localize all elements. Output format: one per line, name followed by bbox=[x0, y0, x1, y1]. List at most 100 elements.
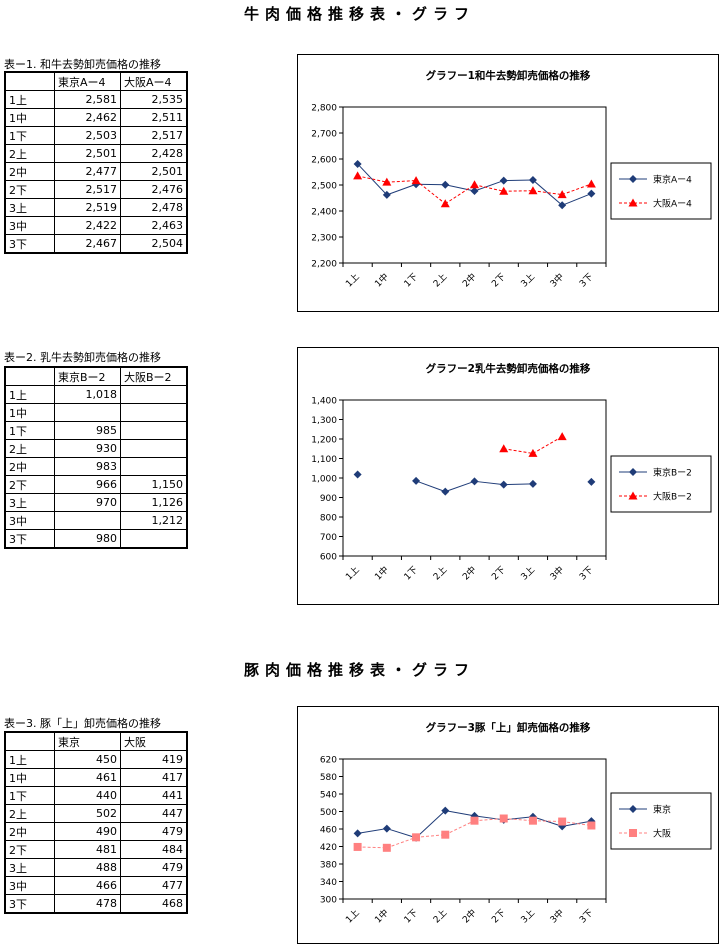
legend-label: 東京Aー4 bbox=[653, 174, 692, 186]
x-tick-label: 2上 bbox=[431, 564, 449, 582]
x-tick-label: 3上 bbox=[519, 271, 537, 289]
table-header-row: 東京Aー4 大阪Aー4 bbox=[4, 71, 188, 91]
data-point bbox=[528, 176, 537, 185]
y-tick-label: 300 bbox=[320, 896, 337, 906]
row-label: 2中 bbox=[4, 162, 55, 181]
x-tick-label: 1上 bbox=[344, 564, 362, 582]
table-row: 1中 2,462 2,511 bbox=[4, 108, 188, 127]
table-header-cell: 大阪Aー4 bbox=[120, 71, 188, 91]
table-cell bbox=[120, 421, 188, 440]
table-header-cell: 大阪 bbox=[120, 731, 188, 751]
data-point bbox=[499, 176, 508, 185]
chart-3: グラフー3豚「上」卸売価格の推移 300 340 380 420 460 500 540 580… bbox=[320, 721, 712, 926]
table-cell bbox=[54, 403, 121, 422]
table-cell: 440 bbox=[54, 786, 121, 805]
series-line-segment bbox=[386, 183, 417, 196]
table-row: 3下 478 468 bbox=[4, 894, 188, 914]
table-cell: 1,150 bbox=[120, 475, 188, 494]
series-line-segment bbox=[532, 436, 563, 454]
row-label: 2上 bbox=[4, 144, 55, 163]
row-label: 1上 bbox=[4, 90, 55, 109]
table-cell: 478 bbox=[54, 894, 121, 914]
table-cell: 441 bbox=[120, 786, 188, 805]
table-cell: 447 bbox=[120, 804, 188, 823]
x-tick-label: 2上 bbox=[431, 271, 449, 289]
table-row: 3上 970 1,126 bbox=[4, 493, 188, 512]
y-tick-label: 1,100 bbox=[311, 455, 337, 465]
data-point bbox=[586, 179, 596, 188]
table-row: 2上 2,501 2,428 bbox=[4, 144, 188, 163]
series-line-segment bbox=[445, 184, 475, 192]
table-cell: 466 bbox=[54, 876, 121, 895]
table-cell: 490 bbox=[54, 822, 121, 841]
row-label: 2中 bbox=[4, 457, 55, 476]
table-2: 東京Bー2 大阪Bー2 1上 1,018 1中 1下 985 2上 930 2中 983 2下 966 1… bbox=[4, 366, 188, 549]
table-cell: 481 bbox=[54, 840, 121, 859]
legend-marker bbox=[629, 175, 637, 183]
table-cell: 2,517 bbox=[54, 180, 121, 199]
table-cell bbox=[120, 529, 188, 549]
data-point bbox=[470, 180, 479, 189]
data-point bbox=[470, 186, 479, 195]
table-cell: 2,519 bbox=[54, 198, 121, 217]
table-cell: 2,501 bbox=[120, 162, 188, 181]
y-tick-label: 380 bbox=[320, 861, 337, 871]
beef-section-title: 牛肉価格推移表・グラフ bbox=[243, 5, 475, 23]
series-line-segment bbox=[386, 828, 417, 839]
table-cell: 2,581 bbox=[54, 90, 121, 109]
data-point bbox=[558, 817, 567, 826]
table-header-blank bbox=[4, 366, 55, 386]
chart-1-box: グラフー1和牛去勢卸売価格の推移 2,200 2,300 2,400 2,500 2,60… bbox=[297, 54, 719, 312]
table-row: 3上 2,519 2,478 bbox=[4, 198, 188, 217]
data-point bbox=[412, 833, 421, 842]
row-label: 1上 bbox=[4, 385, 55, 404]
data-point bbox=[528, 448, 538, 457]
table-cell bbox=[120, 457, 188, 476]
y-tick-label: 2,300 bbox=[311, 234, 337, 244]
table-row: 3中 466 477 bbox=[4, 876, 188, 895]
data-point bbox=[470, 816, 479, 825]
legend-marker bbox=[629, 468, 637, 476]
table-cell: 461 bbox=[54, 768, 121, 787]
y-tick-label: 900 bbox=[320, 494, 337, 504]
table-row: 3中 1,212 bbox=[4, 511, 188, 530]
series-line-segment bbox=[532, 179, 563, 206]
table-cell: 2,478 bbox=[120, 198, 188, 217]
data-point bbox=[353, 842, 362, 851]
table-row: 1上 1,018 bbox=[4, 385, 188, 404]
table-cell: 419 bbox=[120, 750, 188, 769]
data-point bbox=[440, 199, 450, 208]
legend-label: 東京Bー2 bbox=[653, 467, 692, 479]
row-label: 1中 bbox=[4, 108, 55, 127]
x-tick-label: 2下 bbox=[490, 272, 507, 289]
row-label: 3上 bbox=[4, 493, 55, 512]
row-label: 3上 bbox=[4, 858, 55, 877]
data-point bbox=[441, 180, 450, 189]
y-tick-label: 2,500 bbox=[311, 182, 337, 192]
series-line-segment bbox=[445, 184, 475, 205]
x-tick-label: 1中 bbox=[372, 564, 391, 583]
y-tick-label: 1,400 bbox=[311, 397, 337, 407]
table-row: 2上 502 447 bbox=[4, 804, 188, 823]
table-cell: 2,511 bbox=[120, 108, 188, 127]
x-tick-label: 1上 bbox=[344, 271, 362, 289]
series-line-segment bbox=[415, 480, 446, 493]
series-line-segment bbox=[474, 180, 504, 192]
chart-2-box: グラフー2乳牛去勢卸売価格の推移 600 700 800 900 1,000 1,100 1,… bbox=[297, 347, 719, 605]
y-tick-label: 2,600 bbox=[311, 156, 337, 166]
table-cell: 2,501 bbox=[54, 144, 121, 163]
y-tick-label: 2,400 bbox=[311, 208, 337, 218]
data-point bbox=[412, 476, 421, 485]
series-line-segment bbox=[503, 816, 533, 821]
chart-2: グラフー2乳牛去勢卸売価格の推移 600 700 800 900 1,000 1,100 1,… bbox=[311, 362, 712, 583]
table-cell: 2,477 bbox=[54, 162, 121, 181]
table-header-blank bbox=[4, 71, 55, 91]
x-tick-label: 2下 bbox=[490, 565, 507, 582]
row-label: 3下 bbox=[4, 894, 55, 914]
row-label: 3下 bbox=[4, 234, 55, 254]
data-point bbox=[441, 487, 450, 496]
data-point bbox=[353, 171, 363, 180]
table-cell: 930 bbox=[54, 439, 121, 458]
data-point bbox=[470, 477, 479, 486]
x-tick-label: 3下 bbox=[578, 908, 595, 925]
